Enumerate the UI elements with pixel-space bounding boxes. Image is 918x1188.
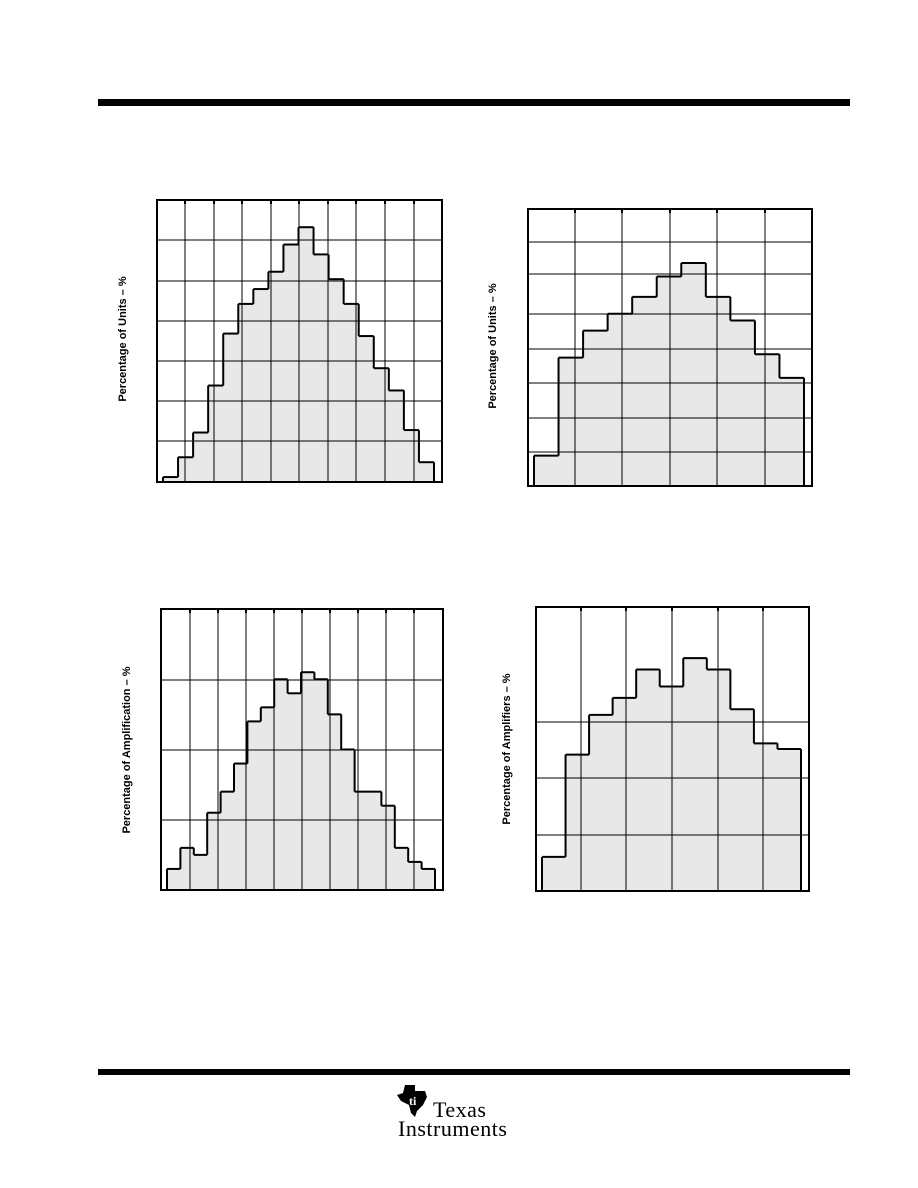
- histogram-fill: [534, 263, 804, 486]
- histogram-fill: [167, 672, 435, 890]
- plot-frame: [156, 199, 443, 483]
- plot-frame: [535, 606, 810, 892]
- logo-text-instruments: Instruments: [398, 1116, 508, 1141]
- chart4-y-axis-label: Percentage of Amplifiers – %: [501, 673, 513, 825]
- chart3-y-axis-label: Percentage of Amplification – %: [121, 666, 133, 834]
- chart-4: [535, 606, 810, 892]
- texas-instruments-logo: ti Texas Instruments: [395, 1083, 555, 1143]
- chart1-y-axis-label: Percentage of Units – %: [117, 276, 129, 402]
- ti-emblem-icon: ti: [397, 1085, 427, 1117]
- plot-frame: [160, 608, 444, 891]
- logo-text-texas: Texas: [433, 1097, 487, 1122]
- chart-2: [527, 208, 813, 487]
- plot-frame: [527, 208, 813, 487]
- chart-1: [156, 199, 443, 483]
- svg-text:ti: ti: [409, 1094, 417, 1108]
- chart-3: [160, 608, 444, 891]
- bottom-rule: [98, 1069, 850, 1075]
- top-rule: [98, 99, 850, 106]
- chart2-y-axis-label: Percentage of Units – %: [487, 283, 499, 409]
